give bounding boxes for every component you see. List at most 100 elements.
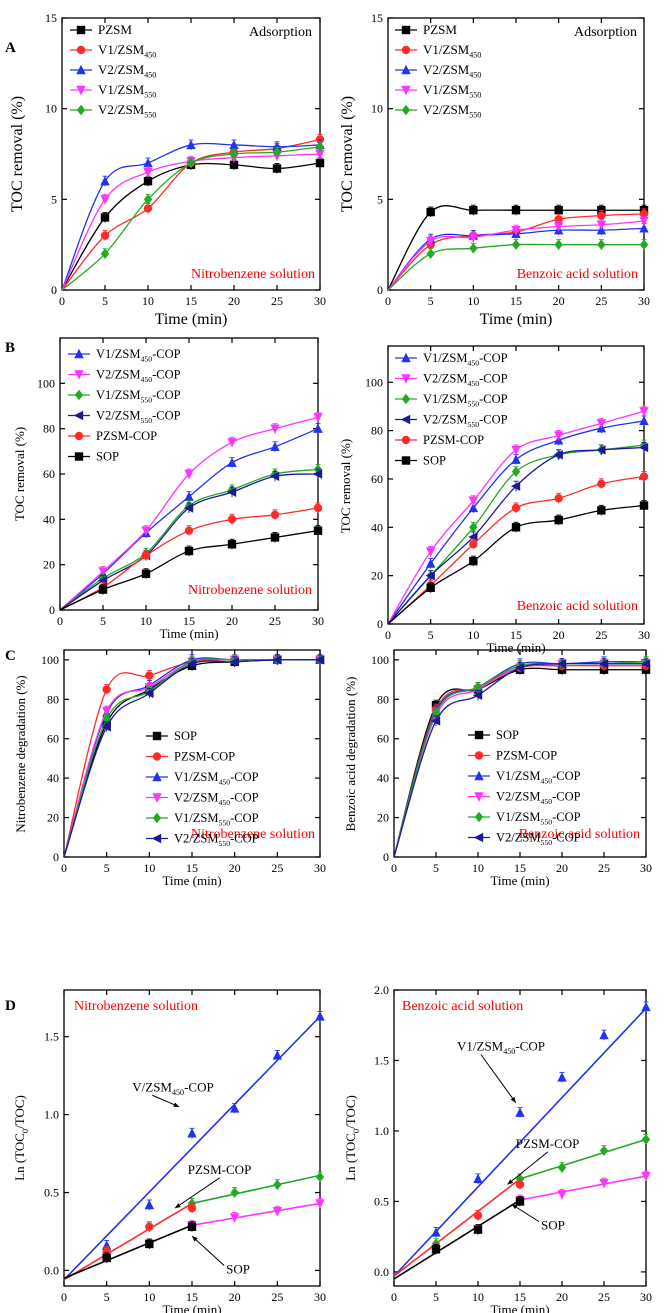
data-point (469, 522, 478, 533)
y-tick-label: 0 (53, 850, 59, 864)
legend-item: PZSM-COP (468, 749, 557, 763)
chart-D-right: 0 5 10 15 20 25 30 0.0 0.5 1.0 1.5 2.0 Time (min) Ln … (343, 983, 652, 1313)
x-tick-label: 10 (143, 1290, 155, 1304)
legend-item: V1/ZSM550 (395, 82, 481, 100)
legend-marker (474, 730, 484, 740)
legend-label: V2/ZSM450-COP (96, 368, 181, 385)
legend-item: V1/ZSM450-COP (395, 351, 508, 368)
y-tick-label: 100 (41, 653, 59, 667)
data-point (184, 491, 194, 501)
legend-label: V2/ZSM550-COP (496, 831, 581, 848)
series-sop (59, 525, 323, 611)
x-tick-label: 15 (514, 1290, 526, 1304)
data-point (425, 547, 436, 557)
series-sop (387, 500, 649, 625)
y-tick-label: 20 (377, 811, 389, 825)
data-point (98, 585, 108, 594)
legend-marker (152, 752, 162, 761)
y-tick-label: 1.5 (44, 1030, 59, 1044)
series-v2-zsm-550 (387, 239, 649, 291)
y-tick-label: 80 (377, 692, 389, 706)
data-point (511, 466, 521, 477)
fit-segment (63, 1224, 193, 1279)
x-tick-label: 25 (598, 861, 610, 875)
x-tick-label: 30 (640, 1290, 652, 1304)
legend-label: V2/ZSM550 (98, 102, 156, 120)
data-point (515, 1107, 525, 1117)
data-point (143, 194, 153, 205)
data-point (639, 216, 649, 227)
data-point (426, 207, 435, 217)
fit-segment (519, 1138, 647, 1180)
label-arrow (480, 1054, 517, 1104)
solution-annotation: Nitrobenzene solution (74, 999, 198, 1014)
data-point (143, 167, 153, 178)
data-point (425, 570, 435, 581)
legend-label: V2/ZSM450 (423, 62, 481, 80)
legend-marker (74, 389, 84, 401)
data-point (511, 503, 521, 513)
data-point (554, 239, 563, 250)
legend-item: V1/ZSM550-COP (468, 810, 581, 827)
x-tick-label: 25 (271, 1290, 283, 1304)
x-tick-label: 25 (269, 614, 281, 628)
y-tick-label: 15 (45, 11, 57, 25)
legend-marker (401, 45, 411, 55)
data-point (596, 220, 607, 230)
y-tick-label: 80 (47, 692, 59, 706)
data-point (639, 239, 649, 250)
data-point (431, 1245, 441, 1254)
data-point (101, 1240, 112, 1250)
legend: SOP PZSM-COP V1/ZSM450-COP V2/ZSM450-COP V1/… (468, 728, 581, 847)
series-v2-zsm-550 (61, 141, 325, 291)
plot-frame (61, 17, 321, 291)
legend-item: V2/ZSM550-COP (395, 413, 508, 430)
data-point (272, 146, 282, 158)
y-axis-label: Nitrobenzene degradation (%) (13, 675, 28, 832)
legend: PZSM V1/ZSM450 V2/ZSM450 V1/ZSM550 V2/ZSM550 (70, 22, 156, 120)
legend-item: V2/ZSM550-COP (468, 831, 581, 848)
data-point (145, 671, 154, 680)
legend-label: PZSM-COP (496, 749, 557, 763)
legend-marker (74, 452, 84, 461)
legend-marker (401, 64, 411, 75)
chart-C-left: 0 5 10 15 20 25 30 0 20 40 60 80 100 Time (min) Nitrob… (13, 649, 326, 888)
data-point (98, 567, 108, 577)
x-tick-label: 10 (143, 861, 155, 875)
data-point (597, 239, 606, 250)
data-point (511, 523, 521, 532)
data-point (596, 419, 607, 429)
data-point (100, 176, 110, 186)
legend-marker (76, 85, 86, 96)
legend-item: V2/ZSM450-COP (395, 372, 508, 388)
legend-item: V1/ZSM550-COP (395, 392, 508, 409)
data-point (314, 655, 325, 665)
x-axis-label: Time (min) (162, 1302, 221, 1313)
y-tick-label: 60 (371, 472, 383, 486)
data-point (313, 423, 323, 433)
legend-item: SOP (395, 454, 446, 468)
chart-A-right: 0 5 10 15 20 25 30 0 5 10 15 Time (min) TOC removal … (339, 11, 650, 328)
data-point (227, 515, 237, 524)
legend-marker (401, 352, 411, 363)
x-tick-label: 25 (595, 294, 607, 308)
data-point (554, 206, 563, 215)
y-tick-label: 40 (371, 520, 383, 534)
data-point (269, 471, 280, 481)
data-point (183, 503, 194, 513)
data-point (270, 441, 280, 451)
data-point (313, 503, 323, 513)
legend-label: V1/ZSM450 (423, 42, 481, 60)
legend-label: PZSM (98, 22, 132, 37)
x-tick-label: 20 (228, 294, 240, 308)
fit-segment (191, 1174, 321, 1205)
legend-marker (473, 832, 484, 843)
y-tick-label: 60 (377, 732, 389, 746)
legend-label: V1/ZSM450-COP (174, 770, 259, 787)
legend-label: V2/ZSM550-COP (96, 409, 181, 426)
y-axis-label: Ln (TOC0/TOC) (12, 1095, 30, 1181)
x-tick-label: 10 (467, 628, 479, 642)
x-tick-label: 0 (391, 861, 397, 875)
legend-label: V2/ZSM550-COP (423, 413, 508, 430)
x-tick-label: 25 (271, 294, 283, 308)
